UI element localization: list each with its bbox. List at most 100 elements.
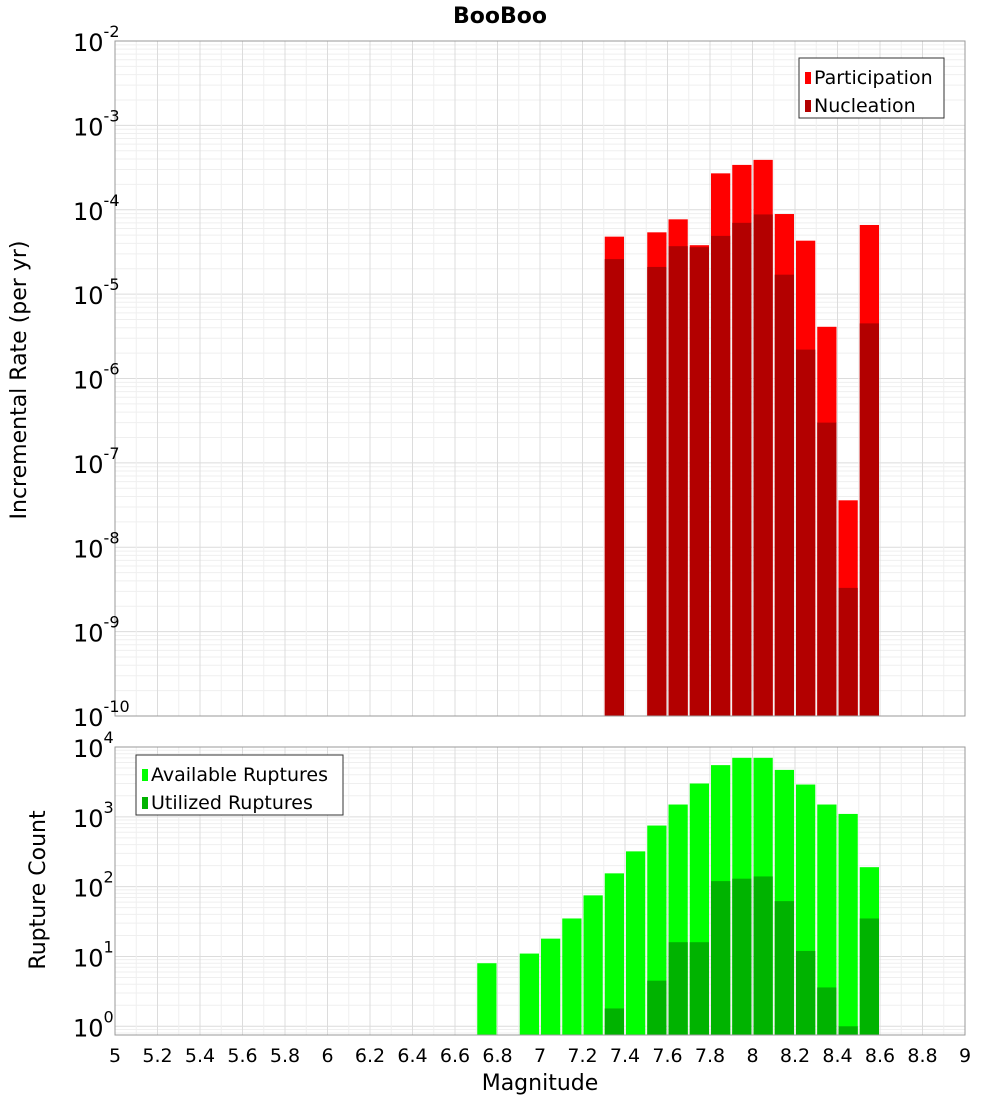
x-tick-label: 8 (746, 1045, 758, 1067)
y-tick-label: 10-6 (73, 360, 120, 395)
bar-secondary (774, 901, 794, 1035)
y-tick-base: 10 (73, 535, 104, 563)
x-tick-label: 6.4 (397, 1045, 427, 1067)
bar-secondary (753, 876, 773, 1035)
y-tick-base: 10 (73, 282, 104, 310)
x-tick-label: 8.6 (865, 1045, 895, 1067)
y-tick-exponent: 2 (104, 868, 114, 887)
x-tick-label: 6.6 (440, 1045, 470, 1067)
y-tick-exponent: -6 (104, 360, 120, 379)
plot-border (114, 746, 966, 1036)
y-tick-exponent: -5 (104, 275, 120, 294)
x-tick-label: 9 (959, 1045, 971, 1067)
y-tick-label: 10-8 (73, 528, 120, 563)
y-tick-exponent: 4 (104, 728, 114, 747)
bar-secondary (689, 247, 709, 716)
legend-box (135, 754, 344, 816)
x-tick-label: 7.8 (695, 1045, 725, 1067)
bar-secondary (859, 918, 879, 1035)
y-tick-base: 10 (73, 805, 104, 833)
x-tick-label: 7.4 (610, 1045, 640, 1067)
y-tick-label: 10-10 (73, 697, 130, 732)
legend-swatch (142, 769, 148, 781)
y-tick-base: 10 (73, 944, 104, 972)
top-y-axis-label: Incremental Rate (per yr) (7, 241, 32, 520)
x-tick-label: 5.8 (270, 1045, 300, 1067)
bar-secondary (668, 246, 688, 716)
y-tick-label: 10-9 (73, 613, 120, 648)
legend-swatch (805, 72, 811, 84)
legend-label: Nucleation (814, 95, 916, 117)
bar-primary (838, 813, 858, 1035)
bar-primary (562, 918, 582, 1035)
y-tick-label: 10-4 (73, 191, 120, 226)
bar-secondary (647, 980, 667, 1035)
x-tick-label: 5.4 (185, 1045, 215, 1067)
y-tick-exponent: -8 (104, 528, 120, 547)
bar-primary (477, 963, 497, 1035)
x-axis-label: Magnitude (482, 1071, 599, 1096)
legend-label: Participation (814, 67, 933, 89)
x-tick-label: 5.2 (142, 1045, 172, 1067)
legend-label: Utilized Ruptures (151, 792, 313, 814)
y-tick-base: 10 (73, 735, 104, 763)
bar-primary (817, 804, 837, 1035)
y-tick-exponent: -9 (104, 613, 120, 632)
y-tick-label: 10-7 (73, 444, 120, 479)
bar-secondary (753, 214, 773, 717)
bar-secondary (604, 1008, 624, 1035)
y-tick-base: 10 (73, 451, 104, 479)
bar-secondary (604, 259, 624, 716)
y-tick-exponent: -10 (104, 697, 130, 716)
x-tick-label: 7.6 (652, 1045, 682, 1067)
bar-secondary (796, 349, 816, 716)
bar-secondary (647, 266, 667, 716)
bar-primary (519, 953, 539, 1035)
bar-secondary (732, 878, 752, 1035)
bottom-y-axis-label: Rupture Count (26, 810, 51, 970)
bar-secondary (774, 274, 794, 716)
x-tick-label: 6 (321, 1045, 333, 1067)
bar-primary (541, 938, 561, 1035)
x-tick-label: 8.2 (780, 1045, 810, 1067)
y-tick-label: 101 (73, 937, 114, 972)
bar-secondary (859, 323, 879, 716)
bar-secondary (689, 942, 709, 1035)
x-tick-label: 8.4 (822, 1045, 852, 1067)
bar-secondary (711, 881, 731, 1035)
y-tick-label: 102 (73, 868, 114, 903)
x-tick-label: 5.6 (227, 1045, 257, 1067)
y-tick-exponent: -3 (104, 106, 120, 125)
y-tick-exponent: -2 (104, 22, 120, 41)
x-tick-label: 5 (109, 1045, 121, 1067)
y-tick-base: 10 (73, 875, 104, 903)
chart-title: BooBoo (453, 4, 547, 29)
x-tick-label: 8.8 (907, 1045, 937, 1067)
bar-secondary (817, 422, 837, 716)
y-tick-base: 10 (73, 704, 104, 732)
bar-secondary (711, 235, 731, 716)
y-tick-exponent: 1 (104, 937, 114, 956)
bar-primary (583, 895, 603, 1035)
bar-secondary (668, 942, 688, 1035)
y-tick-base: 10 (73, 1014, 104, 1042)
y-tick-label: 10-5 (73, 275, 120, 310)
legend-label: Available Ruptures (151, 764, 328, 786)
y-tick-label: 10-3 (73, 106, 120, 141)
bar-primary (626, 851, 646, 1035)
bar-secondary (732, 222, 752, 716)
y-tick-base: 10 (73, 367, 104, 395)
x-tick-label: 7.2 (567, 1045, 597, 1067)
y-tick-base: 10 (73, 620, 104, 648)
plot-border (114, 40, 966, 717)
y-tick-label: 104 (73, 728, 114, 763)
legend-box (798, 57, 945, 119)
y-tick-base: 10 (73, 198, 104, 226)
y-tick-label: 103 (73, 798, 114, 833)
bar-secondary (796, 950, 816, 1035)
bar-secondary (838, 587, 858, 716)
legend-swatch (805, 100, 811, 112)
x-tick-label: 7 (534, 1045, 546, 1067)
